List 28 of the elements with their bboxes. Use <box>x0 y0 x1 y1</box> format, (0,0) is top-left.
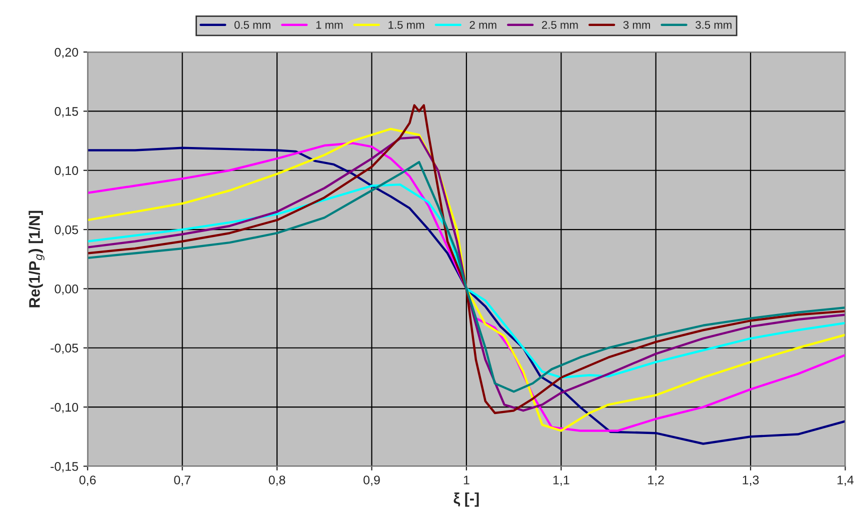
legend-label: 3.5 mm <box>696 20 732 29</box>
y-tick-label: 0,05 <box>54 225 78 236</box>
y-tick-label: -0,15 <box>50 462 78 472</box>
legend-label: 3 mm <box>623 20 650 29</box>
x-tick-label: 1,2 <box>648 476 664 486</box>
line-series <box>88 160 846 393</box>
legend-label: 2 mm <box>470 20 496 29</box>
x-tick-label: 0,6 <box>79 476 96 486</box>
x-tick-label: 1,3 <box>742 476 759 486</box>
x-tick-label: 0,9 <box>364 476 380 486</box>
legend-label: 1 mm <box>316 21 343 29</box>
y-axis-title: Re(1/P$_{g}$) [1/N] <box>28 210 44 308</box>
legend-label: 0.5 mm <box>234 20 270 29</box>
line-series <box>88 183 846 379</box>
x-tick-label: 0,8 <box>268 476 286 486</box>
x-tick-label: 1 <box>464 476 470 484</box>
y-tick-label: -0,05 <box>50 344 78 354</box>
y-tick-label: 0,10 <box>54 166 78 177</box>
x-tick-label: 1,1 <box>553 476 570 486</box>
y-tick-label: 0,00 <box>54 284 78 295</box>
legend-label: 1.5 mm <box>388 21 424 29</box>
y-tick-label: -0,10 <box>50 402 78 414</box>
x-tick-label: 0,7 <box>174 476 190 486</box>
y-tick-label: 0,20 <box>54 48 78 58</box>
y-tick-label: 0,15 <box>54 107 78 118</box>
legend-label: 2.5 mm <box>542 20 578 29</box>
x-axis-title: ξ [-] <box>454 492 479 507</box>
x-tick-label: 1,4 <box>838 476 854 486</box>
